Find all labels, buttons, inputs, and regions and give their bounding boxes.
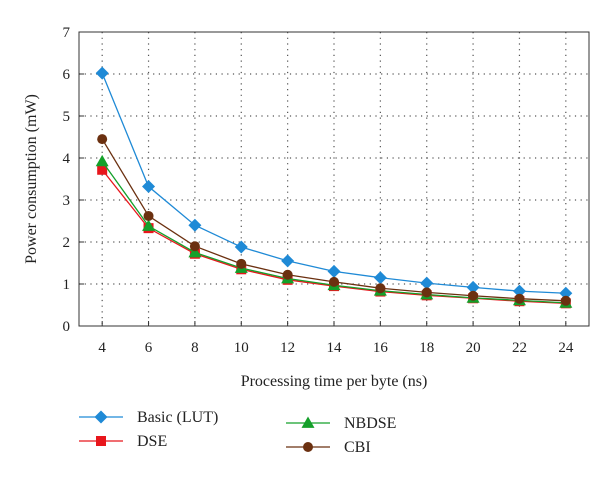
y-tick-label: 0 [63, 319, 71, 335]
legend-label: NBDSE [344, 415, 396, 432]
x-tick-label: 20 [466, 340, 481, 356]
x-tick-label: 16 [373, 340, 389, 356]
y-axis-title: Power consumption (mW) [23, 94, 40, 264]
y-tick-label: 6 [63, 67, 71, 83]
y-tick-label: 4 [63, 151, 71, 167]
series-basic-lut [95, 66, 573, 300]
legend-marker [303, 442, 313, 452]
x-tick-label: 10 [234, 340, 249, 356]
data-point [97, 164, 108, 175]
data-point [466, 280, 480, 294]
data-point [420, 276, 434, 290]
x-tick-label: 14 [327, 340, 343, 356]
y-tick-label: 1 [63, 277, 71, 293]
data-point [189, 241, 200, 252]
data-point [188, 246, 202, 258]
data-point [97, 134, 108, 145]
y-tick-label: 7 [63, 25, 71, 41]
data-point [95, 154, 109, 167]
data-point [234, 240, 248, 254]
data-point [373, 271, 387, 285]
data-point [95, 66, 109, 80]
y-tick-label: 5 [63, 109, 71, 125]
x-tick-label: 22 [512, 340, 527, 356]
x-tick-label: 18 [419, 340, 434, 356]
x-tick-label: 24 [558, 340, 574, 356]
data-point [282, 269, 293, 280]
x-tick-label: 12 [280, 340, 295, 356]
data-point [421, 287, 432, 298]
legend-entry: Basic (LUT) [79, 409, 218, 426]
data-point [142, 180, 156, 194]
legend-marker [96, 436, 106, 446]
legend-label: DSE [137, 433, 167, 450]
legend-entry: NBDSE [286, 415, 396, 432]
data-point [329, 276, 339, 287]
legend-entry: CBI [286, 439, 371, 456]
x-tick-label: 8 [191, 340, 199, 356]
x-tick-label: 4 [98, 340, 106, 356]
legend-label: CBI [344, 439, 371, 456]
legend-entry: DSE [79, 433, 167, 450]
data-point [281, 254, 295, 268]
data-point [142, 219, 156, 231]
data-point [375, 283, 386, 294]
legend-marker [94, 410, 108, 424]
data-point [143, 210, 154, 221]
data-point [236, 258, 247, 269]
y-tick-label: 3 [63, 193, 71, 209]
legend-label: Basic (LUT) [137, 409, 218, 426]
x-tick-label: 6 [145, 340, 153, 356]
y-tick-label: 2 [63, 235, 71, 251]
data-point [514, 293, 525, 304]
x-axis-title: Processing time per byte (ns) [241, 373, 428, 390]
data-point [468, 290, 479, 301]
legend-marker [301, 416, 315, 428]
data-point [188, 218, 202, 232]
data-point [512, 284, 526, 298]
series [95, 66, 573, 309]
legend: Basic (LUT) DSE NBDSE CBI [79, 409, 396, 456]
data-point [327, 264, 341, 278]
data-point [559, 286, 573, 300]
data-point [560, 295, 571, 306]
series-cbi [97, 134, 571, 306]
